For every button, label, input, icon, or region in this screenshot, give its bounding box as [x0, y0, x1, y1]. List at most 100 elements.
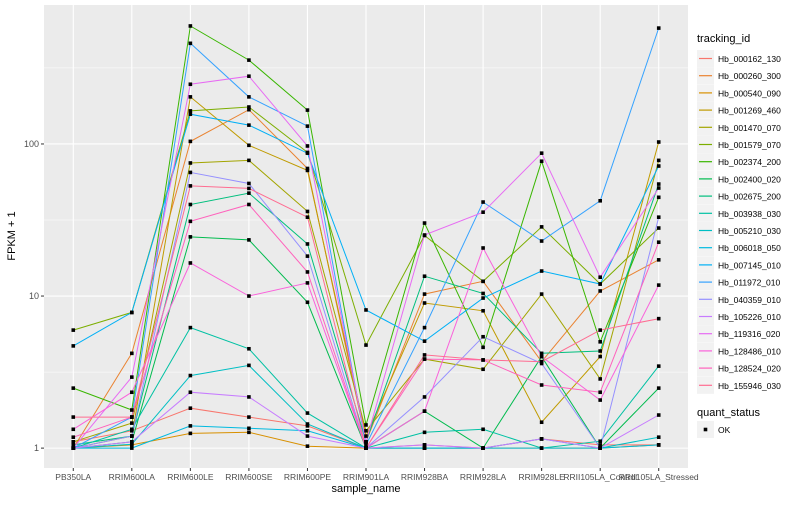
data-point [247, 346, 251, 351]
data-point [130, 415, 134, 419]
legend-label: Hb_003938_030 [718, 209, 781, 219]
data-points [71, 24, 661, 450]
data-point [130, 440, 134, 444]
data-point [422, 221, 427, 225]
legend-label: Hb_006018_050 [718, 243, 781, 253]
shape-legend-title: quant_status [697, 407, 760, 419]
data-point [656, 158, 661, 163]
data-point [130, 390, 134, 395]
data-point [539, 292, 544, 296]
data-point [364, 308, 368, 312]
data-point [305, 215, 310, 219]
legend-label: Hb_001579_070 [718, 140, 781, 150]
data-point [130, 375, 134, 379]
legend-label: Hb_119316_020 [718, 329, 781, 339]
data-point [247, 415, 251, 419]
data-point [71, 344, 76, 348]
data-point [247, 363, 251, 368]
x-axis-title: sample_name [331, 483, 400, 495]
data-point [188, 390, 193, 395]
data-point [305, 166, 310, 171]
data-point [130, 442, 134, 447]
data-point [188, 109, 193, 113]
legend-item: Hb_001579_070 [697, 136, 781, 153]
data-point [188, 235, 193, 239]
data-point [247, 95, 251, 99]
data-point [598, 439, 602, 444]
data-point [481, 334, 485, 339]
data-point [656, 283, 661, 287]
legend-label: Hb_001470_070 [718, 123, 781, 133]
data-point [481, 446, 485, 450]
data-point [305, 124, 310, 128]
shape-legend-label: OK [718, 425, 731, 435]
legend-item: Hb_105226_010 [697, 308, 781, 325]
data-point [656, 140, 661, 144]
data-point [598, 398, 602, 402]
data-point [188, 82, 193, 87]
data-point [305, 300, 310, 305]
data-point [71, 446, 76, 450]
legend-item: Hb_155946_030 [697, 376, 781, 394]
data-point [247, 238, 251, 242]
data-point [481, 367, 485, 372]
data-point [364, 423, 368, 427]
shape-legend: quant_status OK [697, 407, 760, 438]
data-point [71, 386, 76, 390]
data-point [539, 159, 544, 164]
legend-item: Hb_000260_300 [697, 67, 781, 85]
data-point [247, 107, 251, 112]
data-point [71, 440, 76, 444]
data-point [305, 411, 310, 415]
data-point [598, 377, 602, 381]
data-point [188, 139, 193, 144]
data-point [481, 345, 485, 350]
legend-item: Hb_011972_010 [697, 273, 781, 291]
data-point [71, 427, 76, 432]
data-point [188, 261, 193, 265]
data-point [188, 95, 193, 99]
data-point [598, 328, 602, 332]
data-point [305, 151, 310, 155]
data-point [481, 427, 485, 432]
legend-item: Hb_002675_200 [697, 187, 781, 205]
data-point [247, 143, 251, 148]
data-point [188, 202, 193, 207]
data-point [130, 421, 134, 425]
data-point [539, 354, 544, 359]
x-tick-label: RRIM901LA [343, 472, 390, 482]
legend-item: Hb_000540_090 [697, 84, 781, 102]
x-tick-label: RRIM928LA [460, 472, 507, 482]
data-point [247, 58, 251, 62]
data-point [598, 443, 602, 447]
data-point [422, 233, 427, 237]
data-point [130, 408, 134, 412]
data-point [656, 316, 661, 321]
data-point [188, 184, 193, 188]
data-point [188, 24, 193, 28]
data-point [247, 395, 251, 399]
data-point [598, 198, 602, 203]
data-point [247, 105, 251, 109]
data-point [247, 186, 251, 191]
data-point [656, 186, 661, 190]
data-point [71, 435, 76, 439]
data-point [305, 242, 310, 246]
legend-item: Hb_005210_030 [697, 222, 781, 239]
gridlines [44, 5, 688, 468]
data-point [305, 209, 310, 214]
legend-item: Hb_001470_070 [697, 118, 781, 136]
x-axis: PB350LA RRIM600LA RRIM600LE RRIM600SE RRIM60… [55, 468, 699, 482]
legend-label: Hb_105226_010 [718, 312, 781, 322]
data-point [539, 446, 544, 450]
legend-label: Hb_002675_200 [718, 192, 781, 202]
data-point [305, 424, 310, 428]
data-point [422, 339, 427, 343]
data-point [305, 444, 310, 448]
data-point [188, 41, 193, 46]
y-tick-label: 100 [24, 139, 39, 149]
data-point [364, 440, 368, 444]
data-point [539, 420, 544, 425]
legend: tracking_id Hb_000162_130 Hb_000260_300 Hb… [697, 33, 781, 394]
data-point [130, 351, 134, 356]
